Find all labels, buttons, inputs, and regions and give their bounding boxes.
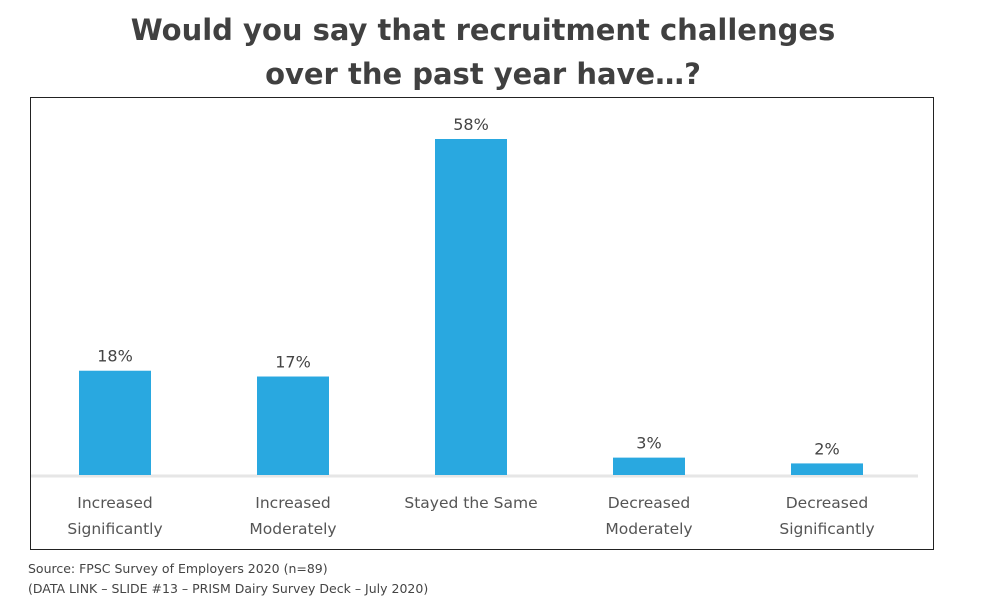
bar-2 xyxy=(435,139,507,475)
category-label-0-1: Significantly xyxy=(67,520,162,538)
chart-title: Would you say that recruitment challenge… xyxy=(0,8,966,96)
data-link-note: (DATA LINK – SLIDE #13 – PRISM Dairy Sur… xyxy=(28,581,429,596)
data-label-3: 3% xyxy=(636,434,661,453)
bar-4 xyxy=(791,463,863,475)
data-label-0: 18% xyxy=(97,347,133,366)
category-label-0-0: Increased xyxy=(77,494,152,512)
data-label-2: 58% xyxy=(453,115,489,134)
chart-title-line-1: Would you say that recruitment challenge… xyxy=(130,13,836,47)
bar-3 xyxy=(613,457,685,475)
category-label-4-0: Decreased xyxy=(786,494,869,512)
bar-0 xyxy=(79,370,151,475)
category-label-2-0: Stayed the Same xyxy=(404,494,537,512)
source-note: Source: FPSC Survey of Employers 2020 (n… xyxy=(28,561,328,576)
bar-1 xyxy=(257,376,329,475)
category-label-4-1: Significantly xyxy=(779,520,874,538)
category-label-3-0: Decreased xyxy=(608,494,691,512)
category-label-1-1: Moderately xyxy=(249,520,336,538)
chart-title-line-2: over the past year have…? xyxy=(265,57,701,91)
category-label-1-0: Increased xyxy=(255,494,330,512)
data-label-4: 2% xyxy=(814,439,839,458)
category-label-3-1: Moderately xyxy=(605,520,692,538)
data-label-1: 17% xyxy=(275,353,311,372)
